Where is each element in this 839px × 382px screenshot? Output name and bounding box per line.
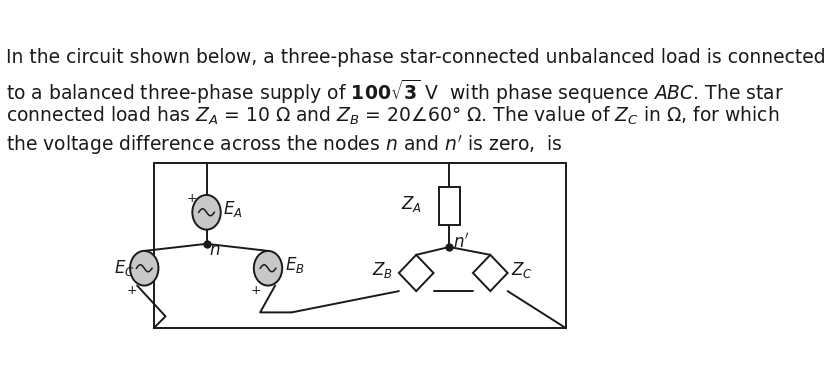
Text: the voltage difference across the nodes $n$ and $n'$ is zero,  is: the voltage difference across the nodes …: [7, 133, 563, 157]
Text: $Z_A$: $Z_A$: [401, 194, 422, 214]
Ellipse shape: [254, 251, 282, 286]
Text: +: +: [186, 193, 197, 206]
Text: $E_C$: $E_C$: [114, 258, 135, 278]
Ellipse shape: [130, 251, 159, 286]
Polygon shape: [473, 255, 508, 291]
Text: $n$: $n$: [209, 241, 221, 259]
Polygon shape: [399, 255, 434, 291]
Text: $Z_B$: $Z_B$: [372, 260, 393, 280]
Text: +: +: [251, 284, 262, 297]
Text: In the circuit shown below, a three-phase star-connected unbalanced load is conn: In the circuit shown below, a three-phas…: [7, 49, 826, 67]
Text: +: +: [128, 284, 138, 297]
Text: $n'$: $n'$: [453, 233, 470, 252]
Text: connected load has $Z_A$ = 10 $\Omega$ and $Z_B$ = 20$\angle$60° $\Omega$. The v: connected load has $Z_A$ = 10 $\Omega$ a…: [7, 105, 779, 127]
Text: $Z_C$: $Z_C$: [511, 260, 533, 280]
Text: to a balanced three-phase supply of $\mathbf{100\sqrt{3}}$ V  with phase sequenc: to a balanced three-phase supply of $\ma…: [7, 78, 784, 105]
Bar: [439, 187, 460, 225]
Text: $E_A$: $E_A$: [223, 199, 242, 219]
Text: $E_B$: $E_B$: [284, 255, 305, 275]
Ellipse shape: [192, 195, 221, 230]
